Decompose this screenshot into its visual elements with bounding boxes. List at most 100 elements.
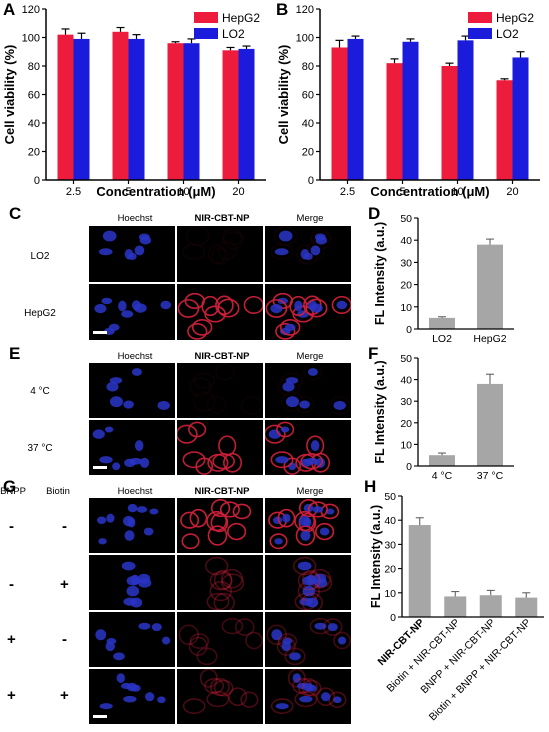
chart-b-xtick-label-3: 20: [506, 186, 518, 198]
panel-c-scale-bar: [93, 331, 107, 334]
chart-h-bar-0: [408, 525, 431, 617]
chart-b-ytick-label-4: 80: [302, 61, 314, 73]
panel-g-header-merge: Merge: [296, 486, 324, 497]
panel-e-row-37c: 37 °C: [27, 443, 53, 454]
panel-g-row3-biotin: -: [62, 631, 67, 648]
panel-c-image-r0-c0: [89, 226, 175, 282]
chart-a-ylabel: Cell viability (%): [2, 45, 17, 145]
chart-a-xtick-label-2: 10: [177, 186, 189, 198]
chart-a-xtick-label-3: 20: [232, 186, 244, 198]
chart-b-xtick-label-0: 2.5: [340, 186, 355, 198]
panel-c-row-hepg2: HepG2: [24, 308, 56, 319]
chart-b-bar-hepg2-3: [496, 80, 513, 180]
chart-a-legend-label-1: LO2: [222, 27, 245, 41]
panel-g-image-r2-c1: [177, 612, 263, 667]
panel-letter-d: D: [368, 204, 381, 223]
panel-g-image-r1-c0: [89, 555, 175, 610]
chart-f-ylabel: FL Intensity (a.u.): [373, 360, 387, 463]
chart-d-fl-intensity: LO2 HepG2 0 10 20 30 40 50 FL Intensity (a.u.): [373, 213, 514, 345]
panel-g-row4-biotin: +: [60, 687, 69, 704]
panel-g-row2-biotin: +: [60, 576, 69, 593]
chart-d-xtick-label-1: HepG2: [473, 333, 506, 345]
panel-g-image-r0-c1: [177, 498, 263, 553]
chart-f-ytick-label-1: 10: [400, 439, 412, 451]
panel-g-image-r0-c0: [89, 498, 175, 553]
panel-letter-g: G: [3, 477, 17, 496]
panel-letter-h: H: [364, 477, 377, 496]
panel-letter-c: C: [9, 204, 22, 223]
chart-a-bar-lo2-2: [183, 43, 200, 181]
chart-h-bar-2: [479, 595, 502, 617]
panel-g-row1-bnpp: -: [9, 518, 14, 535]
panel-g-row3-bnpp: +: [7, 631, 16, 648]
chart-a-ytick-label-5: 100: [22, 33, 40, 45]
chart-d-ylabel: FL Intensity (a.u.): [373, 222, 387, 325]
chart-a-bar-lo2-1: [128, 38, 145, 180]
chart-b-ytick-label-0: 0: [308, 175, 314, 187]
chart-b-legend-swatch-1: [468, 28, 492, 39]
panel-e-header-nir: NIR-CBT-NP: [194, 351, 250, 362]
panel-g-scale-bar: [93, 715, 107, 718]
chart-f-ytick-label-0: 0: [406, 461, 412, 473]
chart-b-legend-label-0: HepG2: [496, 11, 534, 25]
panel-e-image-r1-c2: [265, 420, 351, 475]
chart-f-bar-0: [429, 455, 455, 466]
panel-c-image-r1-c0: [89, 284, 175, 340]
panel-letter-e: E: [9, 344, 21, 363]
panel-c-image-r0-c1: [177, 226, 263, 282]
chart-b-ytick-label-2: 40: [302, 118, 314, 130]
panel-e-image-r0-c1: [177, 363, 263, 418]
chart-a-ytick-label-1: 20: [28, 147, 40, 159]
chart-b-ytick-label-5: 100: [296, 33, 314, 45]
chart-b-bar-hepg2-0: [331, 47, 348, 180]
panel-letter-b: B: [276, 0, 289, 19]
chart-d-ytick-label-0: 0: [406, 324, 412, 336]
panel-g-header-bnpp: BNPP: [0, 486, 26, 497]
chart-b-xlabel: Concentration (μM): [370, 184, 489, 199]
panel-e-scale-bar: [93, 466, 107, 469]
chart-d-ytick-label-3: 30: [400, 257, 412, 269]
chart-a-ytick-label-3: 60: [28, 90, 40, 102]
chart-d-bar-0: [429, 317, 455, 329]
chart-a-legend-label-0: HepG2: [222, 11, 260, 25]
chart-f-xtick-label-1: 37 °C: [477, 470, 504, 480]
panel-c-header-nir: NIR-CBT-NP: [194, 213, 250, 224]
panel-g-header-biotin: Biotin: [46, 486, 70, 497]
chart-f-ytick-label-2: 20: [400, 418, 412, 430]
chart-b-bar-lo2-0: [347, 38, 364, 180]
chart-h-ytick-label-5: 50: [384, 491, 396, 503]
chart-h-ytick-label-1: 10: [384, 588, 396, 600]
chart-b-xtick-label-1: 5: [399, 186, 405, 198]
chart-a-cell-viability: 2.5 5 10 20 0 20 40 60 80 100 120 Cell viability (%…: [2, 4, 266, 199]
chart-a-ytick-label-2: 40: [28, 118, 40, 130]
panel-g-header-nir: NIR-CBT-NP: [194, 486, 250, 497]
chart-f-ytick-label-5: 50: [400, 353, 412, 365]
panel-c-image-r0-c2: [265, 226, 351, 282]
panel-e-row-4c: 4 °C: [30, 386, 50, 397]
chart-d-ytick-label-5: 50: [400, 213, 412, 225]
chart-b-ylabel: Cell viability (%): [276, 45, 291, 145]
panel-letter-f: F: [368, 344, 379, 363]
panel-g-image-r1-c2: [265, 555, 351, 610]
panel-c-row-lo2: LO2: [30, 251, 50, 262]
chart-b-bar-hepg2-1: [386, 63, 403, 180]
chart-a-xlabel: Concentration (μM): [96, 184, 215, 199]
chart-h-bar-3: [515, 597, 538, 617]
panel-e-image-r0-c0: [89, 363, 175, 418]
chart-h-bar-1: [444, 596, 467, 617]
chart-h-ytick-label-3: 30: [384, 539, 396, 551]
chart-h-ytick-label-2: 20: [384, 564, 396, 576]
panel-g-image-r3-c1: [177, 669, 263, 724]
panel-e-image-r1-c0: [89, 420, 175, 475]
chart-a-xtick-label-0: 2.5: [66, 186, 81, 198]
panel-g-image-r1-c1: [177, 555, 263, 610]
chart-a-bar-lo2-0: [73, 38, 90, 180]
panel-c-image-r1-c1: [177, 284, 263, 340]
chart-b-ytick-label-3: 60: [302, 90, 314, 102]
panel-e-image-r0-c2: [265, 363, 351, 418]
chart-a-ytick-label-4: 80: [28, 61, 40, 73]
chart-a-xtick-label-1: 5: [125, 186, 131, 198]
panel-g-image-r2-c0: [89, 612, 175, 667]
panel-g-image-r0-c2: [265, 498, 351, 553]
